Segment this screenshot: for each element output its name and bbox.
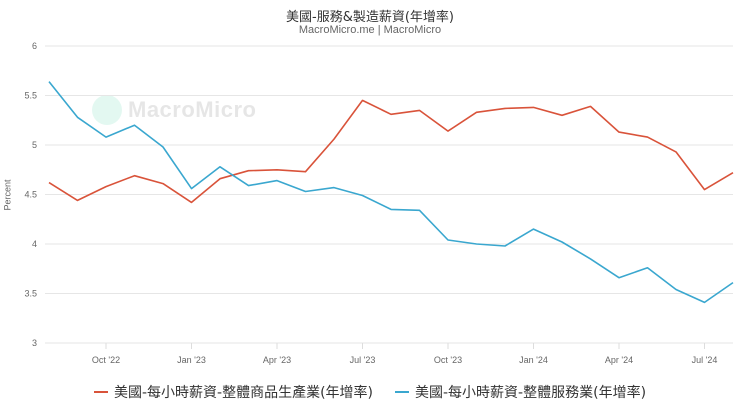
watermark-text: MacroMicro (128, 97, 257, 122)
x-tick-label: Apr '23 (263, 355, 291, 365)
y-tick-label: 4 (32, 239, 37, 249)
watermark: MacroMicro (92, 95, 256, 125)
y-tick-label: 4.5 (24, 190, 37, 200)
x-tick-label: Oct '22 (92, 355, 120, 365)
series-lines (48, 81, 734, 304)
x-tick-label: Jul '23 (350, 355, 376, 365)
y-tick-label: 5.5 (24, 91, 37, 101)
x-tick-label: Oct '23 (434, 355, 462, 365)
y-tick-label: 6 (32, 41, 37, 51)
x-tick-label: Jul '24 (692, 355, 718, 365)
y-axis-label: Percent (2, 179, 13, 211)
legend-item-services[interactable]: 美國-每小時薪資-整體服務業(年增率) (395, 382, 646, 402)
legend: 美國-每小時薪資-整體商品生產業(年增率) 美國-每小時薪資-整體服務業(年增率… (0, 382, 740, 402)
macromicro-logo-icon (92, 95, 122, 125)
x-tick-label: Jan '24 (519, 355, 548, 365)
series-line-services[interactable] (48, 81, 734, 304)
legend-swatch-services (395, 391, 409, 393)
y-tick-label: 5 (32, 140, 37, 150)
legend-swatch-goods (93, 391, 108, 393)
y-tick-label: 3.5 (24, 289, 37, 299)
x-axis: Oct '22 Jan '23 Apr '23 Jul '23 Oct '23 Jan '… (92, 343, 717, 365)
chart-title: 美國-服務&製造薪資(年增率) (286, 10, 454, 25)
legend-label-services: 美國-每小時薪資-整體服務業(年增率) (415, 385, 647, 401)
x-tick-label: Jan '23 (177, 355, 206, 365)
series-line-goods[interactable] (48, 99, 734, 204)
legend-item-goods[interactable]: 美國-每小時薪資-整體商品生產業(年增率) (93, 382, 373, 402)
y-tick-label: 3 (32, 338, 37, 348)
y-axis: 3 3.5 4 4.5 5 5.5 6 (24, 41, 37, 348)
x-tick-label: Apr '24 (605, 355, 633, 365)
legend-label-goods: 美國-每小時薪資-整體商品生產業(年增率) (113, 385, 373, 401)
chart-subtitle: MacroMicro.me | MacroMicro (298, 24, 442, 36)
grid-lines (45, 45, 733, 344)
